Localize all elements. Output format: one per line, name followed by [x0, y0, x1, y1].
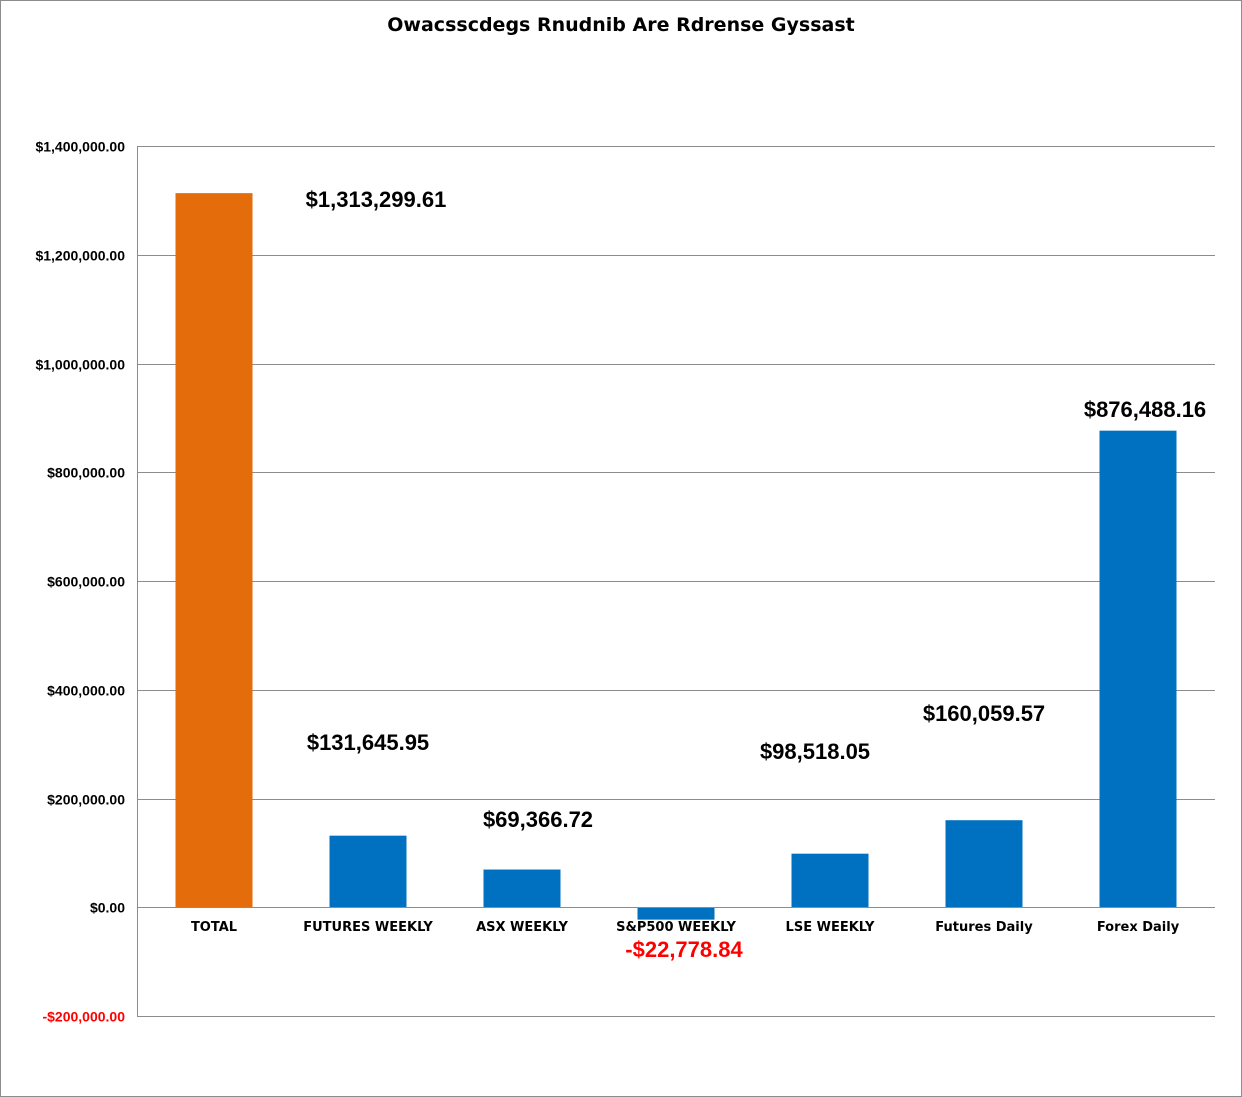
- y-tick-label: $0.00: [90, 900, 125, 916]
- x-tick-label: Futures Daily: [935, 920, 1033, 935]
- chart-title: Owacsscdegs Rnudnib Are Rdrense Gyssast: [387, 14, 855, 36]
- y-tick-label: $800,000.00: [47, 465, 125, 481]
- y-tick-label: $200,000.00: [47, 792, 125, 808]
- bar-lse-weekly: [791, 853, 869, 908]
- bar-forex-daily: [1099, 430, 1177, 908]
- y-tick-label: $1,000,000.00: [35, 357, 125, 373]
- data-label: $98,518.05: [760, 739, 870, 764]
- x-tick-label: S&P500 WEEKLY: [616, 920, 736, 935]
- y-tick-label: $400,000.00: [47, 683, 125, 699]
- x-tick-label: Forex Daily: [1097, 920, 1180, 935]
- data-label: -$22,778.84: [625, 937, 743, 962]
- y-tick-label: $1,400,000.00: [35, 139, 125, 155]
- bar-futures-weekly: [329, 835, 407, 908]
- y-tick-label: $600,000.00: [47, 574, 125, 590]
- y-tick-label: -$200,000.00: [42, 1009, 125, 1025]
- gridlines: [137, 146, 1215, 1017]
- data-label: $876,488.16: [1084, 397, 1206, 422]
- data-label: $69,366.72: [483, 807, 593, 832]
- y-axis: $1,400,000.00 $1,200,000.00 $1,000,000.00 $…: [35, 139, 138, 1025]
- bar-s-p500-weekly: [637, 907, 715, 920]
- x-axis: TOTAL FUTURES WEEKLY ASX WEEKLY S&P500 WEEK…: [137, 907, 1215, 935]
- bar-total: [175, 193, 253, 908]
- x-tick-label: TOTAL: [191, 920, 237, 935]
- data-label: $160,059.57: [923, 701, 1045, 726]
- data-label: $1,313,299.61: [306, 187, 447, 212]
- data-labels: $1,313,299.61 $131,645.95 $69,366.72 -$22,7…: [306, 187, 1207, 962]
- y-tick-label: $1,200,000.00: [35, 248, 125, 264]
- bar-futures-daily: [945, 820, 1023, 908]
- x-tick-label: ASX WEEKLY: [476, 920, 568, 935]
- bars: [175, 193, 1177, 920]
- data-label: $131,645.95: [307, 730, 429, 755]
- x-tick-label: LSE WEEKLY: [786, 920, 875, 935]
- bar-asx-weekly: [483, 869, 561, 908]
- x-tick-label: FUTURES WEEKLY: [303, 920, 433, 935]
